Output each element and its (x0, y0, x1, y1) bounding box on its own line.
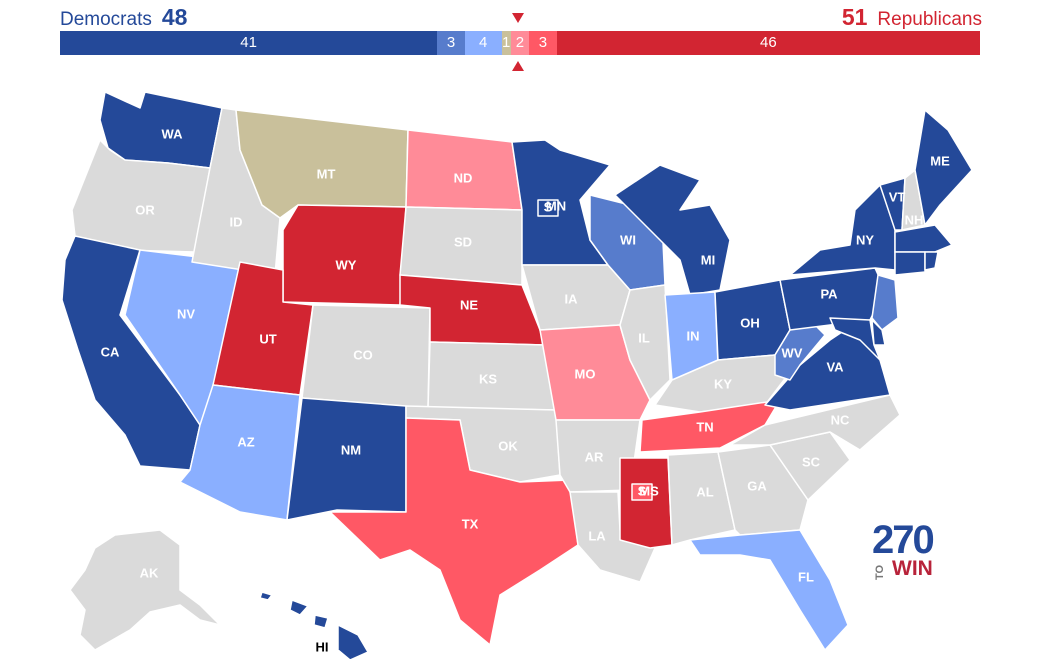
democrats-label: Democrats 48 (60, 4, 187, 31)
state-la[interactable] (569, 491, 656, 583)
state-az[interactable] (179, 384, 301, 521)
state-nm[interactable] (286, 397, 407, 521)
label-fl: FL (798, 569, 814, 584)
state-il[interactable] (619, 284, 671, 401)
state-nc[interactable] (729, 394, 901, 451)
state-tx[interactable] (329, 417, 579, 646)
label-ok: OK (498, 438, 518, 453)
label-nv: NV (177, 306, 195, 321)
bar-segment-leans-rep[interactable]: 2 (510, 31, 530, 55)
state-ak[interactable] (69, 529, 221, 651)
label-me: ME (930, 153, 950, 168)
state-mt[interactable] (235, 109, 409, 219)
seat-summary-header: Democrats 48 51 Republicans 41 3 4 1 2 3 4… (0, 0, 1050, 80)
republicans-label: 51 Republicans (842, 4, 982, 31)
label-wy: WY (336, 257, 357, 272)
democrats-party-name: Democrats (60, 9, 152, 30)
republicans-party-name: Republicans (877, 9, 982, 30)
label-az: AZ (237, 434, 254, 449)
label-ia: IA (565, 291, 579, 306)
label-mo: MO (575, 366, 596, 381)
label-ny: NY (856, 232, 874, 247)
label-ca: CA (101, 344, 120, 359)
seat-balance-bar: 41 3 4 1 2 3 46 (60, 31, 980, 55)
label-ut: UT (259, 331, 276, 346)
label-or: OR (135, 202, 155, 217)
state-nj[interactable] (871, 274, 899, 331)
label-mn-special: S (544, 199, 553, 214)
democrats-seat-total: 48 (161, 4, 188, 30)
label-la: LA (588, 528, 606, 543)
bar-segment-leans-dem[interactable]: 4 (464, 31, 502, 55)
label-al: AL (696, 484, 713, 499)
label-mi: MI (701, 252, 715, 267)
label-ky: KY (714, 376, 732, 391)
brand-logo[interactable]: 270 TO WIN (872, 520, 952, 584)
label-sc: SC (802, 454, 821, 469)
label-id: ID (230, 214, 243, 229)
republicans-seat-total: 51 (841, 4, 868, 30)
logo-to: TO (874, 564, 886, 580)
logo-number: 270 (872, 518, 935, 562)
label-nc: NC (831, 412, 850, 427)
label-nh: NH (905, 212, 924, 227)
label-nm: NM (341, 442, 361, 457)
majority-marker-top-icon (512, 13, 524, 23)
state-al[interactable] (667, 451, 736, 546)
state-ms[interactable] (619, 457, 673, 549)
state-hi[interactable] (259, 591, 369, 661)
bar-segment-safe-dem[interactable]: 41 (60, 31, 438, 55)
label-ar: AR (585, 449, 604, 464)
label-hi: HI (316, 639, 329, 654)
state-ar[interactable] (555, 419, 641, 493)
logo-win: WIN (892, 557, 933, 580)
label-ne: NE (460, 297, 478, 312)
label-tx: TX (462, 516, 479, 531)
label-il: IL (638, 330, 650, 345)
state-fl[interactable] (689, 529, 849, 651)
label-nd: ND (454, 170, 473, 185)
label-ms-special: S (638, 483, 647, 498)
majority-marker-bottom-icon (512, 61, 524, 71)
label-pa: PA (820, 286, 838, 301)
label-in: IN (687, 328, 700, 343)
label-co: CO (353, 347, 373, 362)
state-ca[interactable] (61, 235, 201, 471)
state-ri[interactable] (924, 251, 939, 271)
bar-segment-likely-rep[interactable]: 3 (529, 31, 557, 55)
state-mn[interactable] (511, 139, 611, 266)
label-va: VA (826, 359, 844, 374)
state-wy[interactable] (282, 204, 407, 306)
state-mi[interactable] (614, 164, 731, 296)
label-ms: MS (639, 483, 659, 498)
special-election-box-mn[interactable] (537, 199, 559, 217)
bar-segment-independent[interactable]: 1 (501, 31, 511, 55)
label-wi: WI (620, 232, 636, 247)
label-mt: MT (317, 166, 336, 181)
label-ks: KS (479, 371, 497, 386)
state-md[interactable] (829, 317, 881, 361)
bar-segment-safe-rep[interactable]: 46 (556, 31, 980, 55)
special-election-box-ms[interactable] (631, 483, 653, 501)
label-vt: VT (889, 189, 906, 204)
state-ct[interactable] (894, 251, 926, 276)
label-mn: MN (546, 198, 566, 213)
label-wv: WV (782, 345, 803, 360)
state-ny[interactable] (789, 184, 896, 276)
state-me[interactable] (914, 109, 973, 226)
label-wa: WA (162, 126, 184, 141)
label-tn: TN (696, 419, 713, 434)
label-ak: AK (140, 565, 159, 580)
bar-segment-likely-dem[interactable]: 3 (437, 31, 465, 55)
state-ma[interactable] (894, 224, 953, 253)
label-sd: SD (454, 234, 472, 249)
label-oh: OH (740, 315, 760, 330)
label-ga: GA (747, 478, 767, 493)
